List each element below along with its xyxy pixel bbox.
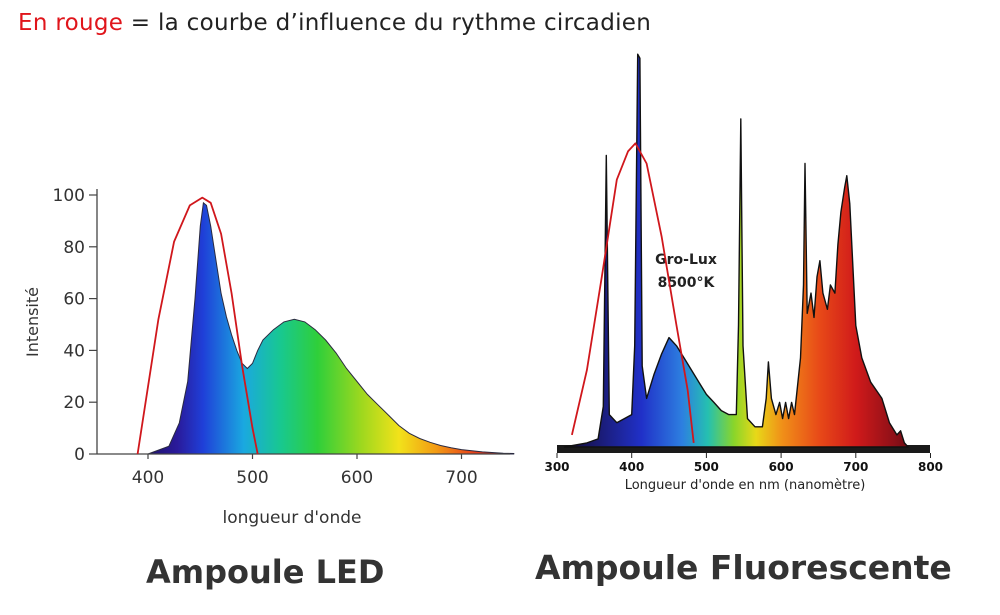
led-x-axis-label: longueur d'onde xyxy=(223,508,362,528)
gro-lux-label: Gro-Lux xyxy=(655,252,717,268)
legend-note-text: = la courbe d’influence du rythme circad… xyxy=(123,10,652,36)
fluorescent-x-tick-label: 300 xyxy=(544,460,569,474)
fluorescent-x-tick-label: 500 xyxy=(694,460,719,474)
led-spectrum-chart: 0 20 40 60 80 100 400 500 600 700 longueur d'onde I… xyxy=(23,186,515,528)
led-x-tick-label: 700 xyxy=(445,468,477,488)
fluorescent-spectrum-chart: 300 400 500 600 700 800 Longueur d'onde en nm … xyxy=(544,45,943,493)
fluorescent-baseline xyxy=(557,445,930,453)
fluorescent-x-tick-label: 400 xyxy=(619,460,644,474)
led-y-axis-label: Intensité xyxy=(23,287,42,357)
led-y-tick-label: 20 xyxy=(63,393,85,413)
circadian-curve-fluorescent xyxy=(571,142,695,444)
fluorescent-x-axis-label: Longueur d'onde en nm (nanomètre) xyxy=(625,478,866,493)
led-y-tick-label: 100 xyxy=(53,186,85,206)
led-y-tick-label: 40 xyxy=(63,341,85,361)
led-x-tick-label: 400 xyxy=(132,468,164,488)
legend-note: En rouge = la courbe d’influence du ryth… xyxy=(18,10,651,36)
led-y-tick-label: 60 xyxy=(63,290,85,310)
fluorescent-x-tick-label: 600 xyxy=(769,460,794,474)
circadian-curve-led xyxy=(136,196,259,455)
led-x-tick-label: 500 xyxy=(236,468,268,488)
led-x-tick-label: 600 xyxy=(341,468,373,488)
fluorescent-spectrum-area xyxy=(563,53,909,448)
legend-note-highlight: En rouge xyxy=(18,10,124,36)
led-spectrum-area xyxy=(106,201,515,455)
led-y-tick-label: 80 xyxy=(63,238,85,258)
fluorescent-x-tick-label: 700 xyxy=(843,460,868,474)
color-temperature-label: 8500°K xyxy=(658,275,716,291)
led-y-tick-label: 0 xyxy=(74,445,85,465)
fluorescent-caption: Ampoule Fluorescente xyxy=(535,548,952,587)
led-caption: Ampoule LED xyxy=(146,553,385,591)
fluorescent-x-tick-label: 800 xyxy=(918,460,943,474)
